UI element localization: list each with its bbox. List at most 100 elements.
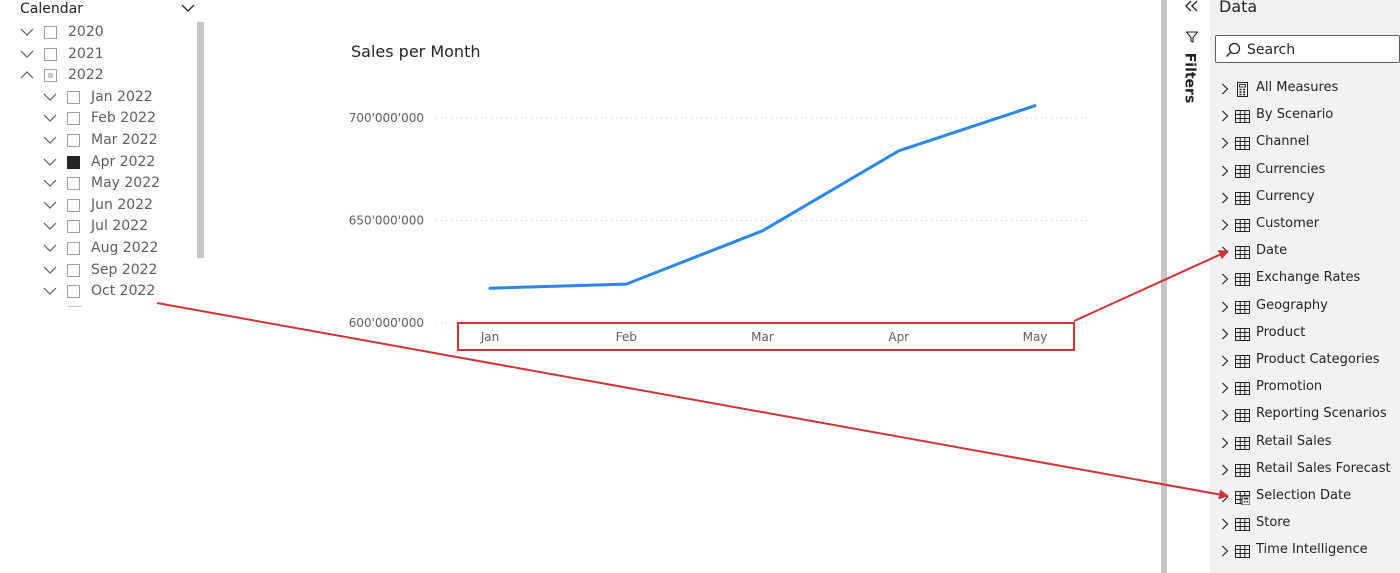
chevron-down-icon[interactable] <box>43 178 57 188</box>
slicer-checkbox[interactable] <box>67 112 80 126</box>
field-item[interactable]: Retail Sales Forecast <box>1210 459 1400 481</box>
table-icon <box>1235 382 1250 396</box>
field-item[interactable]: Product Categories <box>1210 350 1400 372</box>
chevron-right-icon[interactable] <box>1221 301 1229 313</box>
table-icon <box>1235 355 1250 368</box>
field-item[interactable]: Date <box>1210 241 1400 263</box>
chevron-right-icon[interactable] <box>1221 328 1229 340</box>
collapse-left-icon[interactable] <box>1183 0 1199 12</box>
chevron-right-icon[interactable] <box>1221 165 1229 177</box>
chevron-right-icon[interactable] <box>1221 409 1229 421</box>
slicer-item[interactable]: Aug 2022 <box>0 240 196 260</box>
table-icon <box>1235 219 1250 232</box>
chevron-down-icon[interactable] <box>43 221 57 231</box>
chevron-right-icon[interactable] <box>1221 355 1229 367</box>
chevron-down-icon[interactable] <box>43 157 57 167</box>
field-item[interactable]: Retail Sales <box>1210 432 1400 454</box>
chevron-right-icon[interactable] <box>1221 219 1229 231</box>
slicer-item[interactable]: Feb 2022 <box>0 110 196 130</box>
table-icon <box>1235 409 1250 423</box>
slicer-checkbox[interactable] <box>67 90 80 104</box>
chevron-right-icon[interactable] <box>1221 545 1229 557</box>
field-item[interactable]: Currency <box>1210 187 1400 209</box>
slicer-item-label: 2020 <box>68 24 104 40</box>
slicer-checkbox[interactable] <box>67 263 80 277</box>
chevron-down-icon[interactable] <box>43 286 57 296</box>
field-item[interactable]: Time Intelligence <box>1210 540 1400 562</box>
chevron-down-icon[interactable] <box>43 92 57 102</box>
search-input[interactable]: Search <box>1215 35 1400 63</box>
chevron-right-icon[interactable] <box>1221 83 1229 95</box>
filters-label[interactable]: Filters <box>1181 52 1202 112</box>
chevron-down-icon[interactable] <box>180 1 196 15</box>
chevron-down-icon[interactable] <box>43 200 57 210</box>
field-item-label: Retail Sales Forecast <box>1256 460 1391 476</box>
chevron-right-icon[interactable] <box>1221 437 1229 449</box>
chevron-right-icon[interactable] <box>1221 137 1229 149</box>
field-item[interactable]: Store <box>1210 513 1400 535</box>
slicer-item[interactable]: 2020 <box>0 24 196 44</box>
chevron-right-icon[interactable] <box>1221 518 1229 530</box>
chevron-right-icon[interactable] <box>1221 192 1229 204</box>
slicer-checkbox[interactable] <box>67 242 80 255</box>
chevron-right-icon[interactable] <box>1221 246 1229 258</box>
field-item[interactable]: Currencies <box>1210 160 1400 182</box>
slicer-item[interactable]: May 2022 <box>0 175 196 195</box>
chevron-right-icon[interactable] <box>1221 273 1229 285</box>
x-tick-label: Apr <box>888 330 909 344</box>
slicer-scrollbar[interactable] <box>197 22 204 258</box>
chevron-down-icon[interactable] <box>43 135 57 145</box>
slicer-item[interactable]: Apr 2022 <box>0 154 196 174</box>
chevron-down-icon[interactable] <box>43 243 57 253</box>
table-icon <box>1235 545 1250 559</box>
field-item-label: Currencies <box>1256 161 1326 177</box>
chevron-right-icon[interactable] <box>1221 491 1229 503</box>
field-item-label: Selection Date <box>1256 488 1352 503</box>
slicer-checkbox[interactable] <box>44 26 57 39</box>
field-item[interactable]: Geography <box>1210 296 1400 318</box>
chevron-down-icon[interactable] <box>20 49 34 59</box>
filters-label-text: Filters <box>1181 52 1198 104</box>
chevron-down-icon[interactable] <box>43 265 57 275</box>
slicer-checkbox[interactable] <box>44 47 57 61</box>
field-item-label: Store <box>1256 515 1291 531</box>
slicer-item[interactable]: 2021 <box>0 46 196 66</box>
chevron-right-icon[interactable] <box>1221 110 1229 122</box>
chevron-down-icon[interactable] <box>20 27 34 37</box>
field-item[interactable]: Customer <box>1210 214 1400 236</box>
slicer-checkbox[interactable] <box>67 220 80 234</box>
chevron-right-icon[interactable] <box>1221 464 1229 476</box>
chevron-right-icon[interactable] <box>1221 382 1229 394</box>
slicer-checkbox[interactable] <box>67 285 80 299</box>
field-item[interactable]: By Scenario <box>1210 105 1400 127</box>
data-pane-title: Data <box>1219 0 1258 16</box>
slicer-checkbox[interactable] <box>44 69 57 83</box>
slicer-item-label: Jul 2022 <box>91 218 148 235</box>
slicer-item[interactable]: Sep 2022 <box>0 262 196 282</box>
slicer-item[interactable]: Jan 2022 <box>0 89 196 109</box>
table-icon <box>1235 436 1250 450</box>
field-item[interactable]: Product <box>1210 323 1400 345</box>
chevron-down-icon[interactable] <box>43 113 57 123</box>
slicer-item-label: Mar 2022 <box>91 132 158 148</box>
pane-divider[interactable] <box>1161 0 1167 573</box>
slicer-item[interactable]: 2022 <box>0 67 196 87</box>
sales-line-chart[interactable]: 600'000'000 650'000'000 700'000'000 Jan Feb M… <box>300 90 1120 360</box>
field-item[interactable]: Channel <box>1210 132 1400 154</box>
slicer-item-label: Aug 2022 <box>91 240 159 256</box>
slicer-checkbox[interactable] <box>67 198 80 212</box>
slicer-item[interactable]: Mar 2022 <box>0 132 196 152</box>
chevron-up-icon[interactable] <box>20 70 34 80</box>
slicer-item-label: May 2022 <box>91 175 161 192</box>
field-item[interactable]: Exchange Rates <box>1210 268 1400 290</box>
slicer-item[interactable]: Oct 2022 <box>0 283 196 303</box>
field-item[interactable]: Reporting Scenarios <box>1210 404 1400 426</box>
slicer-checkbox[interactable] <box>67 177 80 191</box>
slicer-item[interactable]: Jul 2022 <box>0 218 196 238</box>
slicer-checkbox[interactable] <box>67 155 80 169</box>
slicer-item[interactable]: Jun 2022 <box>0 197 196 217</box>
field-item[interactable]: All Measures <box>1210 78 1400 100</box>
slicer-checkbox[interactable] <box>67 134 80 147</box>
field-item[interactable]: Selection Date <box>1210 486 1400 508</box>
field-item[interactable]: Promotion <box>1210 377 1400 399</box>
